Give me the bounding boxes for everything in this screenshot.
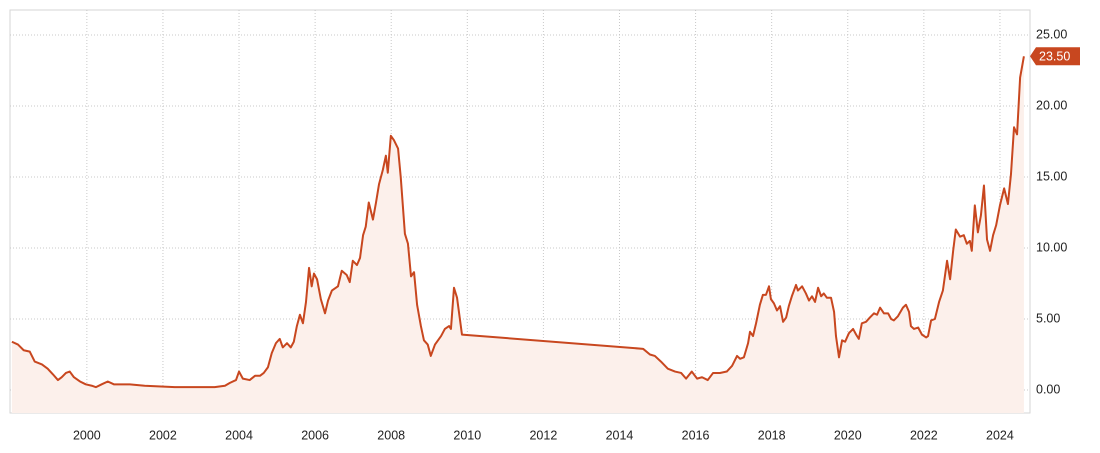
x-tick-label: 2016 — [682, 428, 710, 442]
x-tick-label: 2002 — [149, 428, 177, 442]
y-tick-label: 10.00 — [1036, 240, 1067, 254]
x-tick-label: 2020 — [834, 428, 862, 442]
x-tick-label: 2004 — [225, 428, 253, 442]
y-tick-label: 15.00 — [1036, 169, 1067, 183]
x-tick-label: 2006 — [301, 428, 329, 442]
x-tick-label: 2014 — [606, 428, 634, 442]
x-tick-label: 2000 — [73, 428, 101, 442]
x-tick-label: 2010 — [453, 428, 481, 442]
x-tick-label: 2012 — [529, 428, 557, 442]
last-value-label: 23.50 — [1039, 50, 1070, 64]
y-tick-label: 5.00 — [1036, 311, 1060, 325]
x-tick-label: 2022 — [910, 428, 938, 442]
y-tick-label: 20.00 — [1036, 98, 1067, 112]
y-tick-label: 25.00 — [1036, 27, 1067, 41]
y-tick-label: 0.00 — [1036, 382, 1060, 396]
x-tick-label: 2018 — [758, 428, 786, 442]
area — [11, 56, 1024, 413]
line — [11, 56, 1025, 389]
last-value-badge — [1030, 47, 1080, 66]
x-tick-label: 2008 — [377, 428, 405, 442]
x-tick-label: 2024 — [986, 428, 1014, 442]
